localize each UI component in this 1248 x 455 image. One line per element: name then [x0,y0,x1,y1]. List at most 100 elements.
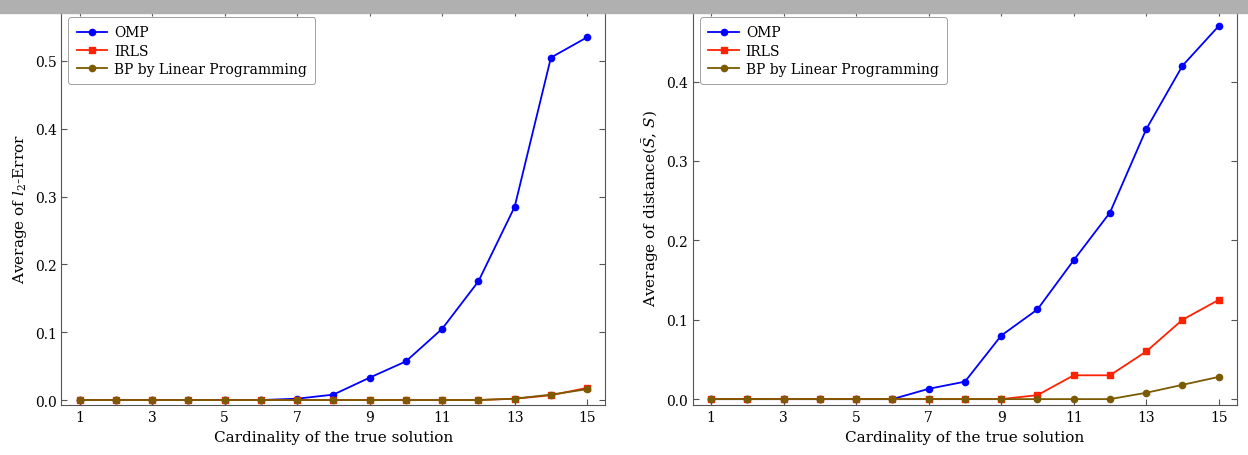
BP by Linear Programming [993,396,1008,402]
BP by Linear Programming [776,396,791,402]
BP by Linear Programming [1176,382,1191,388]
IRLS [1030,393,1045,398]
BP by Linear Programming [957,396,972,402]
BP by Linear Programming [181,397,196,403]
IRLS [145,397,160,403]
OMP [1066,258,1081,263]
IRLS [470,397,485,403]
IRLS [181,397,196,403]
OMP [72,397,87,403]
X-axis label: Cardinality of the true solution: Cardinality of the true solution [213,430,453,444]
BP by Linear Programming [109,397,124,403]
OMP [1030,307,1045,313]
BP by Linear Programming [1212,374,1227,380]
Line: OMP: OMP [708,24,1222,402]
IRLS [398,397,413,403]
OMP [957,379,972,384]
OMP [290,396,305,402]
BP by Linear Programming [1102,396,1117,402]
X-axis label: Cardinality of the true solution: Cardinality of the true solution [845,430,1085,444]
IRLS [72,397,87,403]
IRLS [812,396,827,402]
IRLS [776,396,791,402]
IRLS [362,397,377,403]
OMP [1138,127,1153,133]
IRLS [579,385,594,391]
IRLS [993,396,1008,402]
IRLS [957,396,972,402]
OMP [993,333,1008,339]
IRLS [434,397,449,403]
BP by Linear Programming [1066,396,1081,402]
BP by Linear Programming [543,392,558,398]
Line: OMP: OMP [76,35,590,403]
IRLS [849,396,864,402]
BP by Linear Programming [885,396,900,402]
OMP [921,386,936,392]
OMP [470,279,485,284]
OMP [704,396,719,402]
BP by Linear Programming [434,397,449,403]
IRLS [217,397,232,403]
OMP [776,396,791,402]
OMP [849,396,864,402]
OMP [812,396,827,402]
BP by Linear Programming [72,397,87,403]
IRLS [1066,373,1081,378]
OMP [1176,64,1191,69]
OMP [217,397,232,403]
OMP [579,35,594,41]
BP by Linear Programming [812,396,827,402]
Line: BP by Linear Programming: BP by Linear Programming [76,386,590,403]
IRLS [704,396,719,402]
BP by Linear Programming [145,397,160,403]
OMP [740,396,755,402]
IRLS [1212,298,1227,303]
OMP [181,397,196,403]
OMP [885,396,900,402]
OMP [398,359,413,364]
OMP [109,397,124,403]
BP by Linear Programming [290,397,305,403]
BP by Linear Programming [470,397,485,403]
OMP [326,392,341,398]
BP by Linear Programming [507,396,522,402]
Line: BP by Linear Programming: BP by Linear Programming [708,374,1222,402]
BP by Linear Programming [326,397,341,403]
Line: IRLS: IRLS [708,297,1222,402]
OMP [1212,24,1227,30]
IRLS [253,397,268,403]
IRLS [885,396,900,402]
Legend: OMP, IRLS, BP by Linear Programming: OMP, IRLS, BP by Linear Programming [700,18,947,85]
IRLS [507,396,522,402]
Legend: OMP, IRLS, BP by Linear Programming: OMP, IRLS, BP by Linear Programming [69,18,316,85]
OMP [434,326,449,332]
IRLS [109,397,124,403]
OMP [543,56,558,61]
BP by Linear Programming [398,397,413,403]
IRLS [1176,317,1191,323]
BP by Linear Programming [704,396,719,402]
OMP [1102,210,1117,216]
BP by Linear Programming [217,397,232,403]
IRLS [326,397,341,403]
OMP [362,375,377,380]
OMP [253,397,268,403]
BP by Linear Programming [849,396,864,402]
BP by Linear Programming [1030,396,1045,402]
BP by Linear Programming [579,387,594,392]
Y-axis label: Average of $\mathit{l}_2$-Error: Average of $\mathit{l}_2$-Error [11,134,29,283]
BP by Linear Programming [362,397,377,403]
OMP [507,205,522,210]
Line: IRLS: IRLS [76,385,590,403]
Y-axis label: Average of distance($\bar{S}$, $S$): Average of distance($\bar{S}$, $S$) [640,110,660,307]
IRLS [921,396,936,402]
IRLS [740,396,755,402]
IRLS [1102,373,1117,378]
OMP [145,397,160,403]
IRLS [1138,349,1153,354]
BP by Linear Programming [253,397,268,403]
IRLS [543,393,558,398]
BP by Linear Programming [921,396,936,402]
BP by Linear Programming [1138,390,1153,396]
